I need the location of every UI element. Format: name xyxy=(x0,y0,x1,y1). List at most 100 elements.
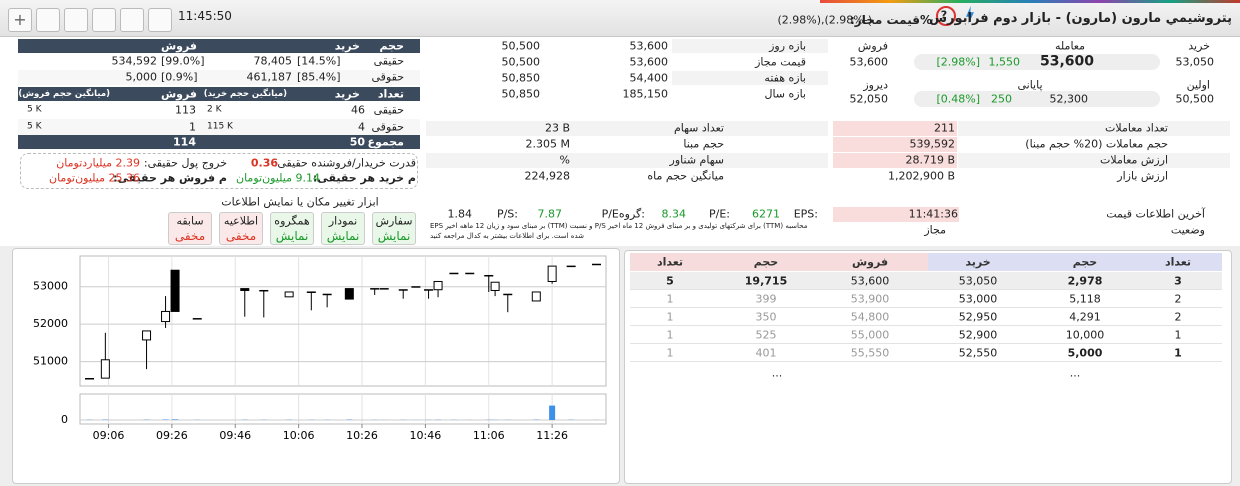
candle-body xyxy=(284,291,294,298)
candle-body xyxy=(449,272,459,275)
row-bg xyxy=(672,87,828,101)
add-button[interactable]: + xyxy=(8,8,32,32)
range-low: 50,500 xyxy=(501,39,541,53)
row-bg xyxy=(672,71,828,85)
tools-title: ابزار تغییر مکان یا نمایش اطلاعات xyxy=(221,195,379,209)
range-label: بازه سال xyxy=(764,87,806,101)
info-label: حجم مبنا xyxy=(683,137,724,151)
label: دیروز xyxy=(863,78,888,92)
avg-buy-value: 9.14 میلیون‌تومان xyxy=(236,171,320,185)
row-bg xyxy=(426,169,828,184)
book-header: فروش xyxy=(851,255,889,269)
power-box xyxy=(20,153,418,189)
y-tick-label: 51000 xyxy=(33,355,68,368)
toggle-button[interactable] xyxy=(168,212,212,245)
row-bg xyxy=(426,153,828,168)
status-label: وضعیت xyxy=(1170,223,1205,237)
label: اولین xyxy=(1186,78,1210,92)
change-pct: [2.98%] xyxy=(936,55,980,69)
row-bg xyxy=(18,102,420,118)
help-icon[interactable] xyxy=(936,6,956,26)
ratio-label: P/Eگروه: xyxy=(601,207,645,221)
row-line xyxy=(630,307,1222,308)
range-high: 54,400 xyxy=(629,71,669,85)
book-cell: 19,715 xyxy=(744,274,788,288)
stat-value: 1,202,900 B xyxy=(887,169,955,183)
candle-body xyxy=(411,286,421,288)
volume-frame xyxy=(79,393,607,425)
stat-label: ارزش معاملات xyxy=(1100,153,1168,167)
book-cell: 1 xyxy=(666,328,674,342)
buy-pct: [14.5%] xyxy=(297,54,341,68)
candle-body xyxy=(170,269,180,312)
ratio-note: EPS بر مبنای سود و زیان 12 ماهه اخیر (TT… xyxy=(430,222,808,240)
list-button[interactable] xyxy=(120,8,144,32)
book-cell: 525 xyxy=(755,328,777,342)
candle-body xyxy=(424,289,434,291)
range-low: 50,500 xyxy=(501,55,541,69)
range-high: 185,150 xyxy=(622,87,669,101)
row-line xyxy=(630,289,1222,290)
head: (میانگین حجم فروش) xyxy=(18,88,110,99)
clock: 11:45:50 xyxy=(178,8,232,23)
value-bg xyxy=(833,207,959,222)
power-value: 0.36 xyxy=(250,156,278,170)
head: خرید xyxy=(334,39,360,53)
change: 250 xyxy=(991,92,1012,106)
compare-button[interactable] xyxy=(92,8,116,32)
volume-tick-label: 0 xyxy=(61,413,68,426)
range-high: 53,600 xyxy=(629,39,669,53)
row-bg xyxy=(672,39,828,53)
value: 50,500 xyxy=(1175,92,1215,106)
toggle-button[interactable] xyxy=(321,212,365,245)
status-label: آخرین اطلاعات قیمت xyxy=(1106,207,1205,221)
info-value: 2.305 M xyxy=(525,137,570,151)
toggle-button[interactable] xyxy=(219,212,263,245)
label: خرید xyxy=(1188,39,1210,53)
book-header: تعداد xyxy=(1164,255,1192,269)
button-name: سفارش xyxy=(375,214,413,228)
sell-vol: 5,000 xyxy=(125,70,158,84)
info-label: تعداد سهام xyxy=(673,121,724,135)
top-bar xyxy=(0,0,1240,37)
buy-head-bg xyxy=(928,253,1222,271)
status-value: مجاز xyxy=(924,223,946,237)
row-bg xyxy=(958,137,1230,152)
value: 53,600 xyxy=(849,55,889,69)
candle-body xyxy=(306,291,316,293)
x-tick-label: 09:26 xyxy=(156,429,188,442)
book-header: تعداد xyxy=(656,255,684,269)
row-bg xyxy=(426,137,828,152)
book-cell: 1 xyxy=(666,346,674,360)
button-name: نمودار xyxy=(328,214,358,228)
more: ... xyxy=(771,366,783,380)
button-state: نمایش xyxy=(377,228,411,243)
toggle-button[interactable] xyxy=(372,212,416,245)
row-bg xyxy=(18,54,420,69)
toggle-button[interactable] xyxy=(270,212,314,245)
avg-sell-value: 25.36 میلیون‌تومان xyxy=(49,171,140,185)
volume-bar xyxy=(172,419,179,420)
buy-count: 46 xyxy=(351,103,365,117)
book-header: حجم xyxy=(753,255,779,269)
ratio-label: P/E: xyxy=(709,207,730,221)
y-tick-label: 52000 xyxy=(33,317,68,330)
plot-frame xyxy=(79,255,607,387)
candle-body xyxy=(547,265,557,282)
row-bg xyxy=(18,119,420,135)
row-line xyxy=(630,325,1222,326)
edit-button[interactable] xyxy=(64,8,88,32)
candle-body xyxy=(433,280,443,291)
button-name: همگروه xyxy=(274,214,310,228)
note-button[interactable] xyxy=(36,8,60,32)
chart-button[interactable] xyxy=(148,8,172,32)
book-cell: 52,950 xyxy=(958,310,998,324)
total-sell: 114 xyxy=(173,135,196,149)
row-label: حقیقی xyxy=(373,103,404,117)
row-label: حقوقی xyxy=(371,70,404,84)
value-bg xyxy=(833,121,957,136)
candle-body xyxy=(240,288,250,291)
candle-body xyxy=(398,289,408,291)
book-cell: 401 xyxy=(755,346,777,360)
